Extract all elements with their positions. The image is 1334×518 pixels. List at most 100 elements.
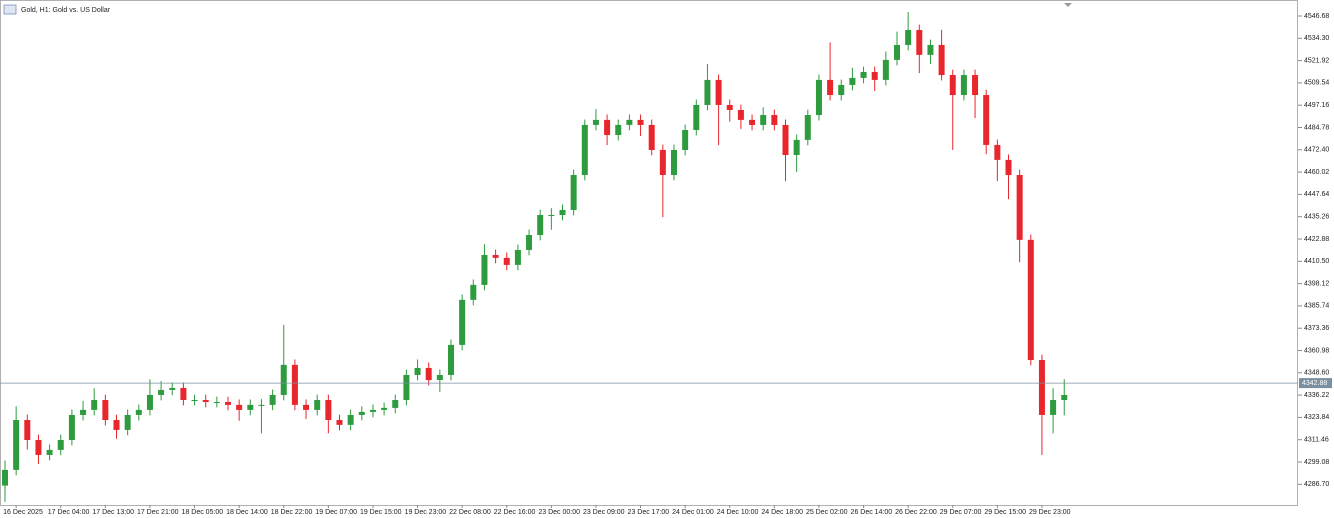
candle-body	[726, 104, 733, 110]
candle-body	[46, 449, 53, 455]
candle-body	[771, 115, 778, 125]
candle-body	[938, 44, 945, 76]
candle-body	[492, 254, 499, 258]
candle-body	[358, 411, 365, 415]
candle-body	[158, 389, 165, 395]
y-tick-label: 4336.22	[1304, 392, 1329, 399]
candle-body	[849, 77, 856, 85]
candle-body	[514, 249, 521, 265]
plot-frame	[0, 0, 1298, 506]
candle-body	[269, 394, 276, 405]
candle-body	[894, 44, 900, 60]
y-tick-label: 4299.08	[1304, 459, 1329, 466]
x-tick-label: 29 Dec 07:00	[940, 509, 982, 516]
x-tick-label: 22 Dec 08:00	[449, 509, 491, 516]
candle-body	[838, 84, 845, 96]
x-tick-label: 17 Dec 13:00	[92, 509, 134, 516]
x-tick-label: 19 Dec 07:00	[315, 509, 357, 516]
x-tick-label: 23 Dec 00:00	[538, 509, 580, 516]
y-tick-label: 4497.16	[1304, 102, 1329, 109]
y-tick-label: 4447.64	[1304, 191, 1329, 198]
candle-body	[325, 400, 332, 420]
x-tick-label: 24 Dec 18:00	[761, 509, 803, 516]
shift-marker	[1064, 3, 1072, 7]
candle-body	[972, 75, 979, 96]
x-tick-label: 18 Dec 14:00	[226, 509, 268, 516]
candle-body	[927, 44, 934, 55]
candle-body	[693, 104, 700, 130]
y-tick-label: 4410.50	[1304, 258, 1329, 265]
candle-body	[403, 374, 410, 401]
y-tick-label: 4435.26	[1304, 214, 1329, 221]
y-tick-label: 4422.88	[1304, 236, 1329, 243]
y-tick-label: 4286.70	[1304, 481, 1329, 488]
x-tick-label: 18 Dec 22:00	[271, 509, 313, 516]
candle-body	[715, 79, 722, 105]
candle-body	[258, 404, 265, 406]
candle-body	[303, 404, 310, 410]
candle-body	[135, 409, 142, 415]
y-tick-label: 4521.92	[1304, 57, 1329, 64]
candle-body	[336, 419, 343, 425]
candle-body	[949, 75, 956, 96]
candle-body	[113, 419, 120, 430]
candle-body	[615, 124, 622, 136]
candle-body	[459, 299, 466, 345]
candle-body	[24, 419, 31, 440]
candle-body	[503, 257, 510, 265]
candle-body	[815, 79, 822, 116]
y-tick-label: 4509.54	[1304, 80, 1329, 87]
candle-body	[470, 284, 477, 300]
y-tick-label: 4472.40	[1304, 147, 1329, 154]
candle-body	[347, 414, 354, 425]
current-price-box	[1299, 378, 1332, 389]
y-tick-label: 4348.60	[1304, 370, 1329, 377]
x-tick-label: 26 Dec 14:00	[851, 509, 893, 516]
candle-body	[102, 400, 109, 420]
candle-body	[994, 144, 1001, 160]
candle-body	[80, 409, 87, 415]
candle-body	[793, 139, 800, 156]
candle-body	[760, 115, 767, 125]
candle-body	[202, 400, 209, 402]
candle-body	[704, 79, 711, 105]
candle-body	[414, 367, 421, 375]
candle-body	[581, 124, 588, 176]
candle-body	[592, 119, 599, 125]
candle-body	[804, 115, 811, 140]
candle-body	[247, 404, 254, 410]
candle-body	[671, 149, 677, 176]
candle-body	[191, 400, 198, 402]
candle-body	[146, 394, 153, 410]
candle-body	[213, 401, 220, 403]
candle-body	[749, 119, 756, 125]
candle-body	[35, 439, 42, 455]
candle-body	[1016, 175, 1023, 240]
candle-body	[871, 71, 878, 80]
candle-body	[637, 119, 644, 125]
x-tick-label: 24 Dec 01:00	[672, 509, 714, 516]
candle-body	[1005, 159, 1012, 176]
y-tick-label: 4373.36	[1304, 325, 1329, 332]
candle-body	[169, 387, 176, 390]
candle-body	[983, 95, 990, 145]
candle-body	[1038, 360, 1045, 415]
chart-title: Gold, H1: Gold vs. US Dollar	[21, 7, 111, 14]
candle-body	[882, 59, 889, 80]
y-tick-label: 4360.98	[1304, 347, 1329, 354]
candle-body	[559, 209, 566, 216]
x-tick-label: 22 Dec 16:00	[494, 509, 536, 516]
candle-body	[448, 344, 454, 375]
x-tick-label: 19 Dec 15:00	[360, 509, 402, 516]
candle-body	[291, 364, 298, 405]
candle-body	[236, 404, 243, 410]
y-tick-label: 4323.84	[1304, 414, 1329, 421]
y-tick-label: 4385.74	[1304, 303, 1329, 310]
candle-body	[737, 109, 744, 120]
candle-body	[1050, 400, 1057, 415]
candle-body	[369, 409, 376, 412]
candle-body	[1027, 239, 1034, 361]
current-price-label: 4342.88	[1302, 380, 1327, 387]
candle-body	[68, 414, 75, 440]
candle-body	[381, 407, 388, 410]
